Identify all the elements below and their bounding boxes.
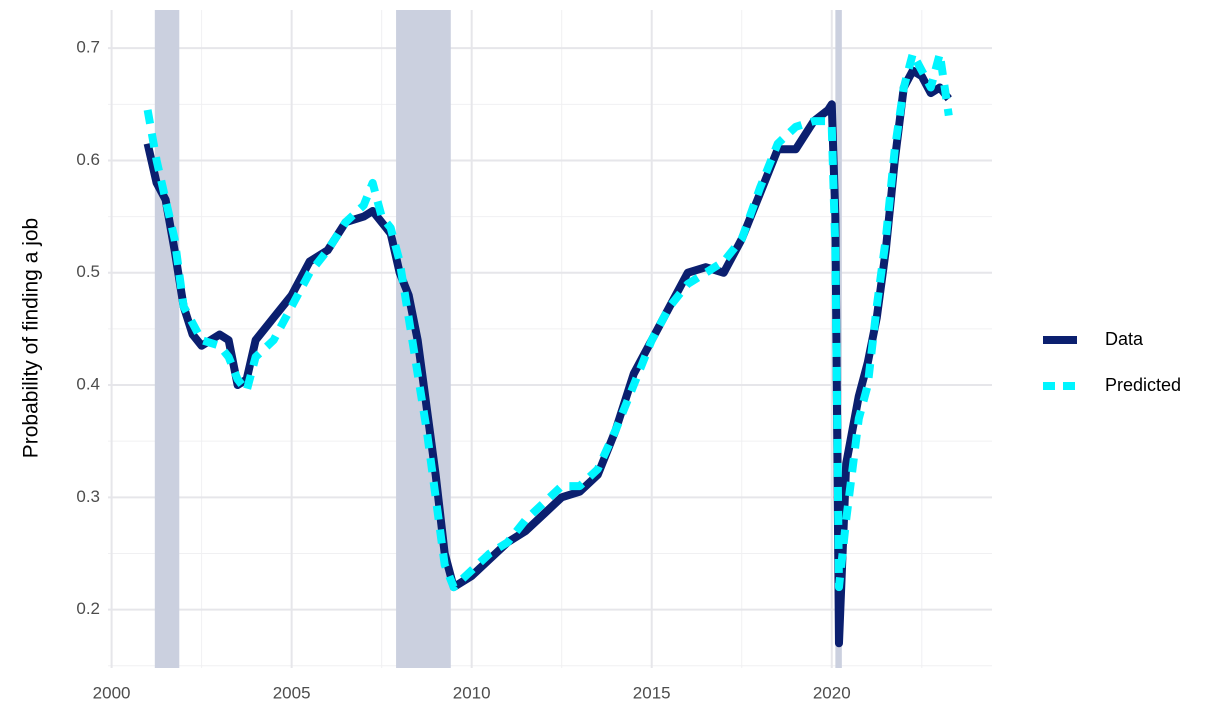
y-axis-title: Probability of finding a job: [20, 218, 43, 459]
line-0: [143, 66, 952, 648]
y-tick-label: 0.7: [76, 38, 100, 57]
x-tick-label: 2015: [633, 683, 671, 702]
y-tick-label: 0.4: [76, 375, 100, 394]
x-tick-label: 2020: [813, 683, 851, 702]
recession-band: [154, 10, 180, 668]
recession-band: [396, 10, 451, 668]
y-tick-label: 0.3: [76, 487, 100, 506]
legend-label: Predicted: [1105, 375, 1181, 395]
x-tick-label: 2005: [273, 683, 311, 702]
y-tick-label: 0.6: [76, 150, 100, 169]
legend-label: Data: [1105, 329, 1144, 349]
x-tick-label: 2000: [93, 683, 131, 702]
y-tick-label: 0.5: [76, 262, 100, 281]
line-1: [143, 49, 953, 592]
y-tick-label: 0.2: [76, 599, 100, 618]
x-tick-label: 2010: [453, 683, 491, 702]
